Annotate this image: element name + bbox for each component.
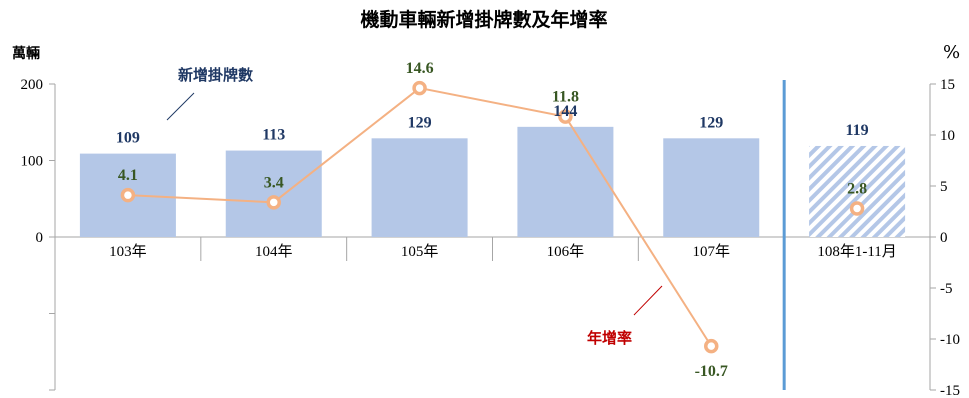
category-label: 103年 bbox=[109, 243, 147, 260]
left-axis-unit: 萬輛 bbox=[12, 45, 40, 62]
bar bbox=[663, 138, 760, 237]
line-point bbox=[558, 109, 573, 124]
line-series-annotation: 年增率 bbox=[587, 285, 663, 347]
bar bbox=[809, 145, 906, 237]
bar-series bbox=[79, 126, 906, 237]
axes: 200 100 0 15 10 5 0 -5 -10 -15 103年 104年 105年 106年 107… bbox=[21, 77, 961, 398]
bar bbox=[517, 126, 614, 237]
line-point bbox=[120, 187, 136, 203]
bar-value-label: 119 bbox=[846, 122, 869, 139]
line-value-label: -10.7 bbox=[695, 363, 728, 380]
line-point bbox=[412, 80, 427, 96]
line-series-annotation-text: 年增率 bbox=[587, 329, 632, 347]
bar-series-annotation: 新增掛牌數 bbox=[166, 66, 253, 121]
line-value-label: 14.6 bbox=[406, 60, 434, 77]
line-value-label: 4.1 bbox=[118, 167, 138, 184]
line-value-label: 11.8 bbox=[552, 89, 579, 106]
bar bbox=[225, 150, 322, 237]
data-labels: 109 113 129 144 129 119 4.1 3.4 14.6 11.8 -10.7 2.8 bbox=[116, 60, 869, 380]
line-series bbox=[120, 80, 865, 354]
left-tick-label: 0 bbox=[36, 230, 44, 246]
right-tick-label: 5 bbox=[940, 179, 948, 195]
left-tick-label: 200 bbox=[21, 77, 44, 93]
bar-series-annotation-arrow bbox=[166, 92, 195, 121]
category-label: 108年1-11月 bbox=[817, 243, 896, 260]
category-label: 106年 bbox=[547, 243, 585, 260]
bar bbox=[371, 138, 468, 237]
right-tick-label: 0 bbox=[940, 230, 948, 246]
line-point bbox=[266, 195, 281, 210]
left-tick-label: 100 bbox=[21, 154, 44, 170]
bar-value-label: 129 bbox=[408, 114, 432, 131]
line-series-annotation-arrow bbox=[633, 285, 663, 316]
bar-value-label: 129 bbox=[699, 114, 723, 131]
right-tick-label: -10 bbox=[940, 332, 960, 348]
bar-value-label: 113 bbox=[262, 127, 285, 144]
right-tick-label: -5 bbox=[940, 281, 953, 297]
line-point bbox=[849, 201, 865, 216]
right-tick-label: 15 bbox=[940, 77, 955, 93]
chart-title: 機動車輛新增掛牌數及年增率 bbox=[360, 8, 607, 31]
line-value-label: 3.4 bbox=[264, 174, 284, 191]
bar-value-label: 144 bbox=[553, 103, 577, 120]
right-axis-unit: % bbox=[943, 42, 960, 63]
right-tick-label: 10 bbox=[940, 128, 955, 144]
line-value-label: 2.8 bbox=[847, 180, 867, 197]
right-tick-label: -15 bbox=[940, 383, 960, 398]
category-label: 104年 bbox=[255, 243, 293, 260]
category-label: 105年 bbox=[401, 243, 439, 260]
line-point bbox=[704, 338, 719, 354]
category-label: 107年 bbox=[692, 243, 730, 260]
bar-value-label: 109 bbox=[116, 130, 140, 147]
bar-series-annotation-text: 新增掛牌數 bbox=[178, 66, 253, 84]
